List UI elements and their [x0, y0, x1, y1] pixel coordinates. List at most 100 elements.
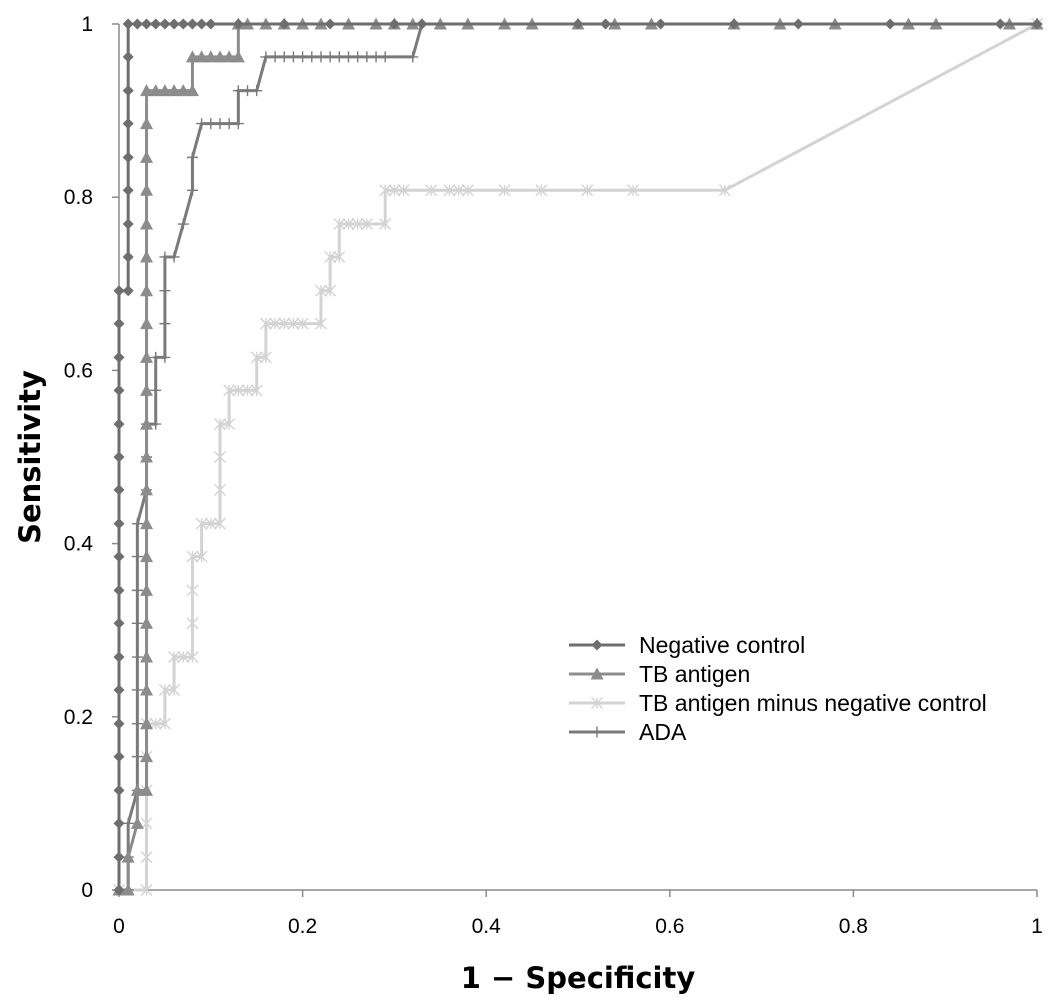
data-point [407, 51, 419, 63]
data-point [168, 651, 181, 664]
legend-entry: TB antigen [569, 661, 750, 687]
data-point [223, 384, 236, 397]
data-point [131, 651, 143, 663]
data-point [113, 384, 125, 396]
data-point [177, 651, 190, 664]
legend-entry: ADA [569, 719, 687, 745]
data-point [168, 683, 181, 696]
data-point [581, 184, 594, 197]
data-point [314, 284, 327, 297]
data-point [287, 51, 299, 63]
data-point [297, 51, 309, 63]
legend-entry: TB antigen minus negative control [569, 690, 987, 716]
data-point [140, 383, 154, 396]
data-point [159, 285, 171, 297]
data-point [113, 684, 125, 696]
data-point [388, 18, 400, 30]
data-point [122, 251, 134, 263]
data-point [324, 51, 336, 63]
data-point [113, 584, 125, 596]
data-point [168, 18, 180, 30]
data-point [150, 351, 162, 363]
data-point [186, 617, 199, 630]
y-tick-label: 0.8 [64, 186, 93, 209]
data-point [150, 18, 162, 30]
data-point [131, 584, 143, 596]
data-point [443, 184, 456, 197]
x-tick-label: 0.2 [288, 915, 317, 938]
series-negative-control [113, 18, 1043, 896]
data-point [388, 184, 401, 197]
legend: Negative control TB antigen TB antigen min… [569, 632, 987, 745]
data-point [259, 317, 272, 330]
data-point [205, 18, 217, 30]
data-point [159, 18, 171, 30]
data-point [122, 118, 134, 130]
data-point [140, 683, 154, 696]
data-point [131, 617, 143, 629]
data-point [176, 84, 190, 97]
data-point [728, 18, 740, 30]
data-point [572, 18, 584, 30]
data-point [140, 517, 154, 530]
data-point [333, 51, 345, 63]
data-point [130, 783, 144, 796]
data-point [131, 718, 143, 730]
data-point [213, 50, 227, 63]
data-point [242, 85, 254, 97]
data-point [122, 151, 134, 163]
legend-label: TB antigen [639, 661, 750, 687]
data-point [324, 250, 337, 263]
data-point [627, 184, 640, 197]
y-ticks: 0 0.2 0.4 0.6 0.8 1 [64, 13, 119, 902]
data-point [113, 884, 125, 896]
data-point [113, 451, 125, 463]
data-point [140, 350, 154, 363]
data-point [213, 451, 226, 463]
data-point [231, 50, 245, 63]
data-point [140, 717, 154, 730]
data-point [333, 250, 346, 263]
x-tick-label: 0.8 [839, 915, 868, 938]
data-point [158, 717, 171, 730]
data-point [150, 384, 162, 396]
data-point [140, 550, 154, 563]
data-point [113, 418, 125, 430]
data-point [884, 18, 896, 30]
data-point [360, 218, 373, 231]
data-point [195, 550, 208, 563]
data-point [141, 18, 153, 30]
data-point [655, 18, 667, 30]
data-point [131, 751, 143, 763]
data-point [342, 218, 355, 231]
data-point [214, 118, 226, 130]
data-point [140, 650, 154, 663]
data-point [122, 18, 134, 30]
y-axis-title: Sensitivity [13, 370, 47, 544]
data-point [204, 517, 217, 530]
data-point [140, 417, 154, 430]
data-point [122, 817, 134, 829]
data-point [425, 184, 438, 197]
data-point [113, 518, 125, 530]
x-ticks: 0 0.2 0.4 0.6 0.8 1 [113, 890, 1043, 938]
data-point [324, 18, 336, 30]
data-point [296, 317, 309, 330]
data-point [223, 418, 236, 431]
data-point [113, 617, 125, 629]
data-point [718, 184, 731, 197]
data-point [461, 184, 474, 197]
data-point [131, 551, 143, 563]
data-point [122, 85, 134, 97]
data-point [196, 18, 208, 30]
legend-label: ADA [639, 719, 687, 745]
data-point [177, 218, 189, 230]
legend-label: Negative control [639, 632, 805, 658]
data-point [260, 51, 272, 63]
series-line [119, 22, 1038, 892]
data-point [416, 18, 428, 30]
x-tick-label: 1 [1031, 915, 1043, 938]
data-point [140, 851, 153, 864]
data-point [223, 118, 235, 130]
